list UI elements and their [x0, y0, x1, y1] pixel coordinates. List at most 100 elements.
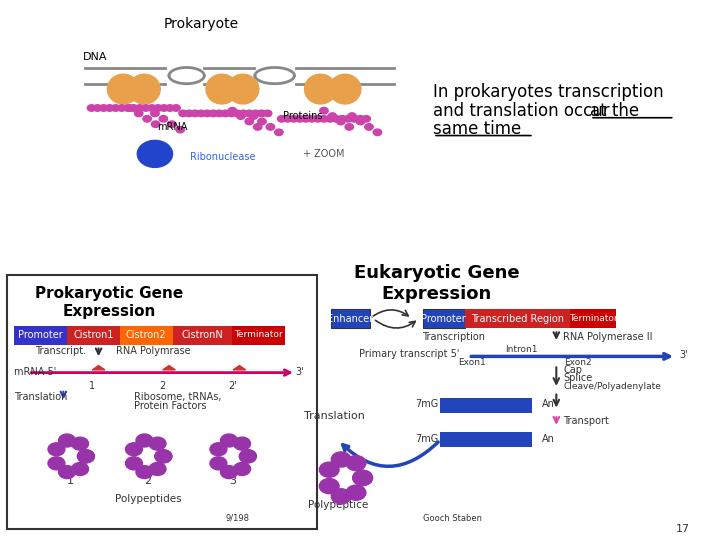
- Text: Terminator: Terminator: [569, 314, 618, 323]
- Text: Promoter: Promoter: [18, 330, 63, 340]
- Circle shape: [258, 118, 266, 125]
- Bar: [465, 309, 570, 328]
- Text: RNA Polymerase II: RNA Polymerase II: [563, 333, 653, 342]
- Ellipse shape: [305, 74, 336, 104]
- Text: Translation: Translation: [304, 411, 365, 421]
- Circle shape: [151, 121, 160, 127]
- Circle shape: [159, 116, 168, 122]
- Bar: [67, 326, 120, 345]
- Text: 3': 3': [296, 367, 305, 376]
- Text: Prokaryote: Prokaryote: [163, 17, 238, 31]
- Circle shape: [221, 110, 230, 117]
- Circle shape: [135, 110, 143, 117]
- Text: 2: 2: [144, 476, 151, 485]
- Circle shape: [155, 450, 172, 463]
- Circle shape: [338, 116, 346, 122]
- Circle shape: [48, 443, 65, 456]
- Text: RNA Polymrase: RNA Polymrase: [116, 346, 191, 356]
- Text: mRNA: mRNA: [158, 122, 188, 132]
- Circle shape: [87, 105, 96, 111]
- Circle shape: [130, 105, 138, 111]
- Circle shape: [264, 110, 272, 117]
- Circle shape: [251, 110, 260, 117]
- Text: Promoter: Promoter: [421, 314, 466, 323]
- Circle shape: [143, 116, 151, 122]
- Bar: [440, 432, 531, 447]
- Circle shape: [240, 450, 256, 463]
- Circle shape: [228, 107, 237, 114]
- Circle shape: [185, 110, 194, 117]
- Circle shape: [166, 105, 174, 111]
- Text: and translation occur: and translation occur: [433, 102, 615, 120]
- Circle shape: [240, 450, 256, 463]
- Circle shape: [99, 105, 108, 111]
- Circle shape: [353, 470, 372, 485]
- Circle shape: [210, 443, 227, 456]
- Text: mRNA 5': mRNA 5': [14, 367, 56, 376]
- Circle shape: [325, 116, 334, 122]
- Text: Splice: Splice: [563, 373, 593, 383]
- Text: 7mG: 7mG: [415, 399, 438, 409]
- Text: + ZOOM: + ZOOM: [303, 149, 344, 159]
- Circle shape: [353, 470, 372, 485]
- Circle shape: [71, 462, 89, 475]
- Circle shape: [277, 116, 286, 122]
- Text: Exon2: Exon2: [564, 359, 591, 367]
- Circle shape: [346, 456, 366, 471]
- Circle shape: [220, 465, 238, 478]
- Circle shape: [210, 457, 227, 470]
- Text: Polypeptice: Polypeptice: [308, 500, 368, 510]
- Circle shape: [314, 116, 322, 122]
- Ellipse shape: [128, 74, 161, 104]
- Circle shape: [350, 116, 359, 122]
- Text: Proteins: Proteins: [283, 111, 323, 121]
- Circle shape: [124, 105, 132, 111]
- Text: Protein Factors: Protein Factors: [134, 401, 207, 411]
- Circle shape: [331, 452, 351, 467]
- Circle shape: [365, 124, 373, 130]
- Circle shape: [48, 457, 65, 470]
- Circle shape: [142, 105, 150, 111]
- Circle shape: [105, 105, 114, 111]
- Circle shape: [203, 110, 212, 117]
- Text: Cap: Cap: [563, 365, 582, 375]
- Bar: [331, 309, 369, 328]
- Text: Cistron2: Cistron2: [126, 330, 166, 340]
- Circle shape: [348, 113, 356, 119]
- Circle shape: [148, 105, 156, 111]
- Circle shape: [58, 434, 76, 447]
- Circle shape: [233, 437, 251, 450]
- Circle shape: [320, 478, 339, 494]
- Bar: [423, 309, 465, 328]
- Circle shape: [249, 113, 258, 119]
- Circle shape: [71, 437, 89, 450]
- Circle shape: [274, 129, 283, 136]
- Text: Eukaryotic Gene
Expression: Eukaryotic Gene Expression: [354, 264, 519, 303]
- Circle shape: [362, 116, 370, 122]
- Circle shape: [126, 105, 135, 111]
- Bar: [570, 309, 616, 328]
- Circle shape: [245, 118, 253, 125]
- Circle shape: [257, 110, 266, 117]
- Circle shape: [78, 450, 94, 463]
- Circle shape: [58, 465, 76, 478]
- Circle shape: [150, 110, 159, 117]
- FancyArrow shape: [163, 366, 176, 370]
- Circle shape: [320, 116, 328, 122]
- Circle shape: [168, 121, 176, 127]
- Text: Polypeptides: Polypeptides: [114, 495, 181, 504]
- Text: Transcript.: Transcript.: [35, 346, 86, 356]
- Text: Exon1: Exon1: [458, 359, 486, 367]
- Circle shape: [209, 110, 217, 117]
- Text: 1: 1: [89, 381, 94, 391]
- Circle shape: [172, 105, 180, 111]
- Circle shape: [320, 462, 339, 477]
- Text: An: An: [542, 434, 555, 444]
- Bar: [7, 275, 317, 529]
- Text: Ribonuclease: Ribonuclease: [190, 152, 256, 161]
- Text: Prokaryotic Gene
Expression: Prokaryotic Gene Expression: [35, 286, 184, 319]
- Circle shape: [373, 129, 382, 136]
- Text: Transcription: Transcription: [423, 333, 485, 342]
- Circle shape: [197, 110, 205, 117]
- Text: at the: at the: [590, 102, 639, 120]
